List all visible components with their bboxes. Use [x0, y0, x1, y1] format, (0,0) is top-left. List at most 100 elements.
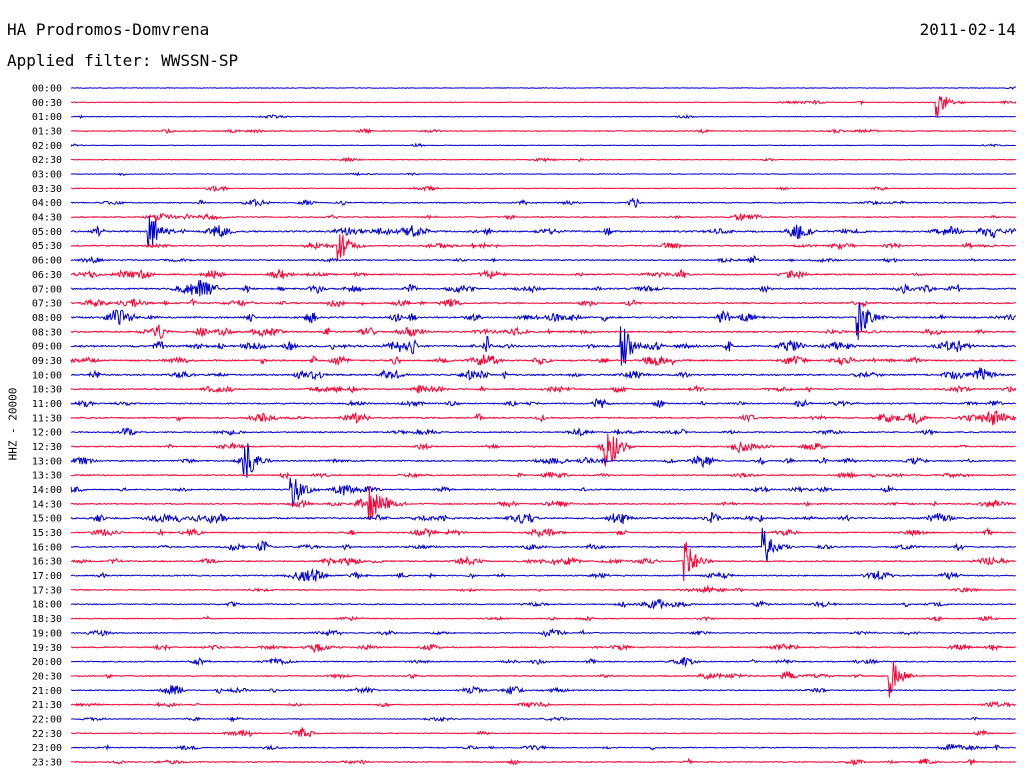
record-date: 2011-02-14	[919, 20, 1016, 39]
seismic-trace	[70, 757, 1017, 767]
seismic-trace	[70, 443, 1016, 478]
seismic-trace	[70, 598, 1017, 610]
time-tick-label: 09:30	[32, 356, 62, 367]
time-tick-label: 14:00	[32, 485, 62, 496]
seismic-trace	[70, 114, 1016, 120]
seismic-trace	[70, 171, 1017, 177]
seismic-trace	[70, 584, 1016, 594]
seismic-trace	[70, 127, 1016, 135]
seismic-trace	[70, 627, 1016, 638]
seismic-trace	[70, 410, 1017, 426]
time-tick-label: 17:00	[32, 571, 62, 582]
station-title: HA Prodromos-Domvrena	[7, 20, 210, 39]
seismic-trace	[70, 298, 1016, 309]
time-tick-label: 04:00	[32, 198, 62, 209]
seismic-trace	[70, 302, 1017, 341]
time-tick-label: 22:00	[32, 714, 62, 725]
seismic-trace	[70, 526, 1016, 538]
seismic-trace	[70, 541, 1016, 582]
seismic-trace	[70, 716, 1016, 723]
time-tick-label: 23:30	[32, 757, 62, 768]
time-tick-label: 06:00	[32, 256, 62, 267]
time-tick-label: 21:00	[32, 686, 62, 697]
time-tick-label: 20:00	[32, 657, 62, 668]
seismic-trace	[70, 527, 1016, 563]
seismic-trace	[70, 384, 1017, 394]
seismic-trace	[70, 234, 1016, 260]
time-tick-label: 04:30	[32, 213, 62, 224]
time-tick-label: 07:00	[32, 284, 62, 295]
time-tick-label: 19:30	[32, 643, 62, 654]
time-tick-label: 13:00	[32, 456, 62, 467]
time-tick-label: 16:30	[32, 557, 62, 568]
time-tick-label: 07:30	[32, 299, 62, 310]
time-tick-label: 00:30	[32, 98, 62, 109]
time-tick-label: 10:30	[32, 385, 62, 396]
time-tick-label: 08:30	[32, 327, 62, 338]
time-tick-label: 02:00	[32, 141, 62, 152]
time-tick-label: 11:30	[32, 413, 62, 424]
seismic-trace	[70, 354, 1016, 367]
time-tick-label: 23:00	[32, 743, 62, 754]
time-tick-label: 12:30	[32, 442, 62, 453]
seismic-trace	[70, 426, 1017, 437]
seismic-trace	[70, 255, 1016, 264]
time-tick-label: 14:30	[32, 499, 62, 510]
seismic-trace	[70, 198, 1017, 209]
time-tick-label: 03:00	[32, 170, 62, 181]
seismic-trace	[70, 323, 1017, 340]
time-tick-label: 18:00	[32, 600, 62, 611]
seismic-trace	[70, 184, 1016, 193]
seismic-trace	[70, 212, 1016, 223]
time-tick-label: 10:00	[32, 370, 62, 381]
time-tick-label: 02:30	[32, 155, 62, 166]
seismic-trace	[70, 727, 1016, 738]
time-tick-label: 01:30	[32, 127, 62, 138]
seismic-trace	[70, 268, 1017, 280]
seismic-trace	[70, 486, 1017, 520]
time-tick-label: 17:30	[32, 585, 62, 596]
seismic-trace	[70, 700, 1016, 708]
time-tick-label: 15:30	[32, 528, 62, 539]
seismic-trace	[70, 433, 1016, 467]
seismic-trace	[70, 280, 1017, 297]
time-tick-label: 05:00	[32, 227, 62, 238]
seismic-trace	[70, 643, 1017, 654]
time-tick-label: 05:30	[32, 241, 62, 252]
seismic-trace	[70, 215, 1017, 246]
time-tick-label: 06:30	[32, 270, 62, 281]
time-tick-label: 16:00	[32, 542, 62, 553]
time-tick-label: 21:30	[32, 700, 62, 711]
seismic-trace	[70, 743, 1016, 752]
seismic-trace	[70, 367, 1017, 381]
time-tick-label: 13:30	[32, 471, 62, 482]
seismic-trace	[70, 398, 1016, 408]
time-tick-label: 11:00	[32, 399, 62, 410]
time-tick-label: 20:30	[32, 671, 62, 682]
seismic-trace	[70, 142, 1016, 148]
time-tick-label: 00:00	[32, 84, 62, 95]
seismic-trace	[70, 470, 1017, 481]
time-tick-label: 01:00	[32, 112, 62, 123]
time-tick-label: 12:00	[32, 428, 62, 439]
seismic-trace	[70, 326, 1016, 366]
filter-label: Applied filter: WWSSN-SP	[7, 51, 239, 70]
time-tick-label: 19:00	[32, 628, 62, 639]
seismic-trace	[70, 567, 1016, 582]
seismic-trace	[70, 96, 1017, 118]
seismic-trace	[70, 86, 1017, 90]
time-tick-label: 09:00	[32, 342, 62, 353]
seismic-trace	[70, 685, 1016, 696]
seismic-trace	[70, 156, 1016, 163]
time-tick-label: 08:00	[32, 313, 62, 324]
seismic-trace	[70, 657, 1016, 668]
seismic-trace	[70, 615, 1017, 622]
seismic-trace	[70, 661, 1017, 698]
time-tick-label: 18:30	[32, 614, 62, 625]
time-tick-label: 22:30	[32, 729, 62, 740]
time-tick-label: 03:30	[32, 184, 62, 195]
seismic-trace	[70, 511, 1017, 525]
seismic-trace	[70, 477, 1016, 507]
time-tick-label: 15:00	[32, 514, 62, 525]
